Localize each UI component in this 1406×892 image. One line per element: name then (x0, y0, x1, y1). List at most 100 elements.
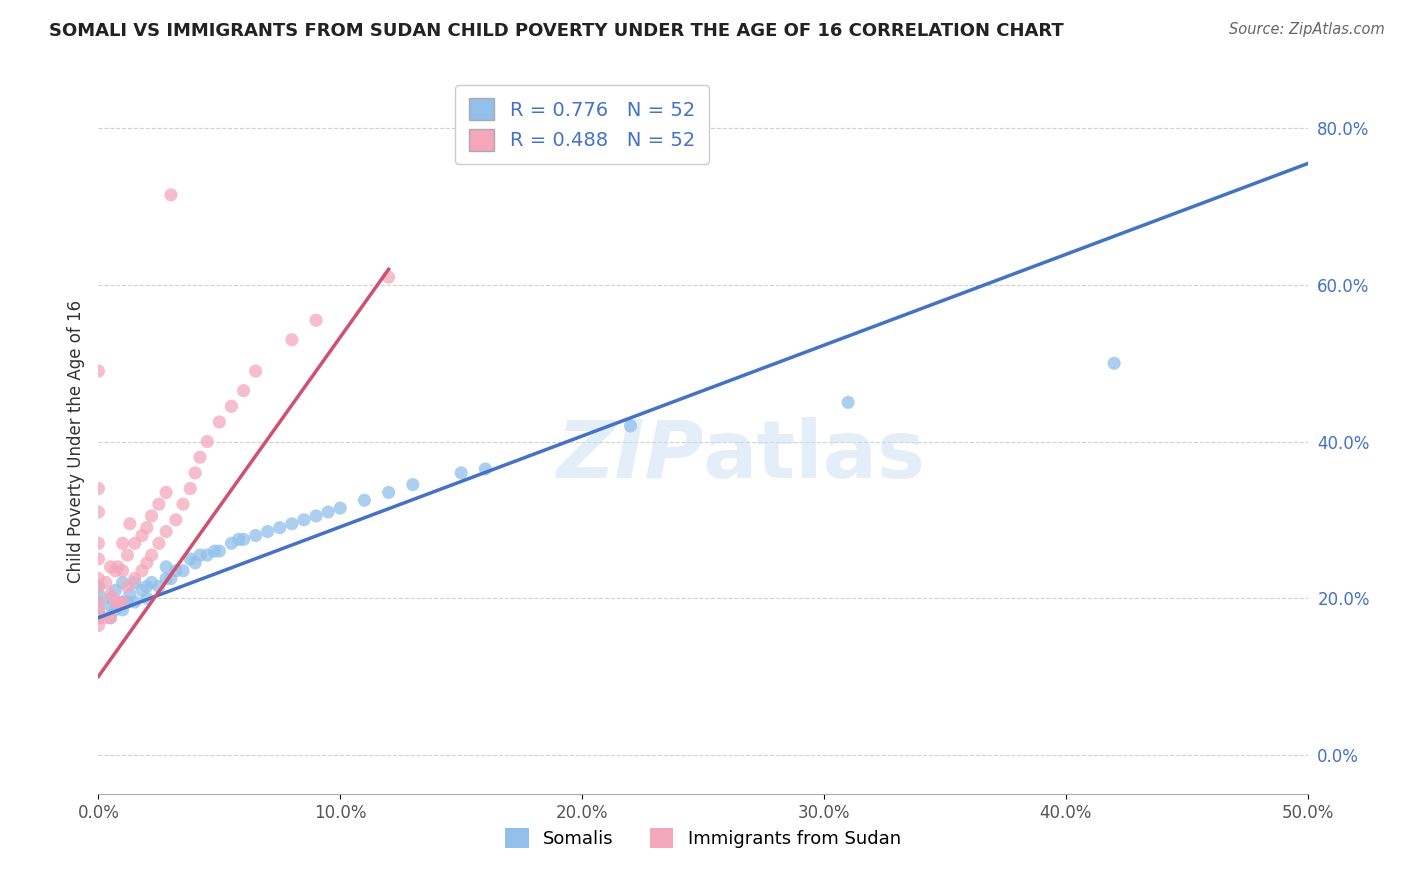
Point (111, 595, 134, 609)
Point (172, 564, 194, 578)
Point (124, 575, 146, 590)
Point (195, 434, 218, 449)
Point (87, 603, 110, 617)
Point (117, 548, 139, 562)
Point (305, 508, 328, 523)
Point (94, 575, 117, 590)
Point (228, 533, 250, 547)
Point (87, 611, 110, 625)
Point (135, 556, 157, 570)
Point (155, 572, 177, 586)
Point (281, 516, 304, 531)
Point (353, 493, 375, 508)
Point (135, 591, 157, 606)
Point (165, 564, 187, 578)
Point (87, 552, 110, 566)
Point (117, 595, 139, 609)
Point (87, 536, 110, 550)
Point (208, 544, 231, 558)
Point (124, 572, 146, 586)
Point (256, 524, 278, 539)
Point (118, 587, 141, 601)
Point (87, 603, 110, 617)
Point (87, 611, 110, 625)
Point (87, 364, 110, 378)
Point (184, 556, 207, 570)
Point (402, 477, 425, 491)
Point (148, 579, 170, 593)
Point (87, 505, 110, 519)
Point (148, 536, 170, 550)
Legend: Somalis, Immigrants from Sudan: Somalis, Immigrants from Sudan (498, 821, 908, 855)
Point (100, 599, 122, 613)
Point (87, 579, 110, 593)
Point (124, 536, 146, 550)
Point (204, 544, 226, 558)
Point (104, 583, 127, 598)
Point (292, 513, 315, 527)
Point (131, 583, 153, 598)
Point (124, 595, 146, 609)
Point (195, 548, 218, 562)
Point (232, 384, 254, 398)
Point (155, 485, 177, 500)
Point (87, 482, 110, 496)
Point (245, 364, 267, 378)
Point (131, 564, 153, 578)
Point (131, 528, 153, 542)
Point (111, 595, 134, 609)
Text: Source: ZipAtlas.com: Source: ZipAtlas.com (1229, 22, 1385, 37)
Text: ZIP: ZIP (555, 417, 703, 495)
Point (100, 591, 122, 606)
Point (188, 450, 211, 465)
Point (221, 536, 243, 550)
Point (141, 508, 163, 523)
Point (160, 572, 183, 586)
Point (155, 559, 177, 574)
Y-axis label: Child Poverty Under the Age of 16: Child Poverty Under the Age of 16 (66, 300, 84, 583)
Point (135, 521, 157, 535)
Point (87, 595, 110, 609)
Point (232, 533, 254, 547)
Point (188, 548, 211, 562)
Point (179, 482, 201, 496)
Point (165, 513, 187, 527)
Point (184, 466, 207, 480)
Point (1102, 356, 1125, 370)
Point (87, 579, 110, 593)
Point (148, 497, 170, 511)
Point (208, 415, 231, 429)
Point (94, 611, 117, 625)
Point (111, 536, 134, 550)
Point (474, 462, 496, 476)
Point (619, 418, 641, 433)
Point (100, 611, 122, 625)
Point (281, 333, 304, 347)
Point (172, 497, 194, 511)
Point (155, 524, 177, 539)
Point (104, 595, 127, 609)
Point (141, 548, 163, 562)
Point (221, 399, 243, 413)
Point (111, 603, 134, 617)
Point (104, 603, 127, 617)
Point (377, 485, 399, 500)
Point (305, 313, 328, 327)
Point (329, 501, 352, 516)
Point (111, 575, 134, 590)
Point (107, 559, 129, 574)
Text: atlas: atlas (703, 417, 927, 495)
Point (160, 187, 183, 202)
Point (117, 579, 139, 593)
Point (118, 516, 141, 531)
Point (135, 579, 157, 593)
Point (100, 559, 122, 574)
Point (104, 564, 127, 578)
Point (269, 521, 291, 535)
Point (141, 575, 163, 590)
Point (450, 466, 472, 480)
Text: SOMALI VS IMMIGRANTS FROM SUDAN CHILD POVERTY UNDER THE AGE OF 16 CORRELATION CH: SOMALI VS IMMIGRANTS FROM SUDAN CHILD PO… (49, 22, 1064, 40)
Point (87, 618, 110, 632)
Point (107, 595, 129, 609)
Point (179, 552, 201, 566)
